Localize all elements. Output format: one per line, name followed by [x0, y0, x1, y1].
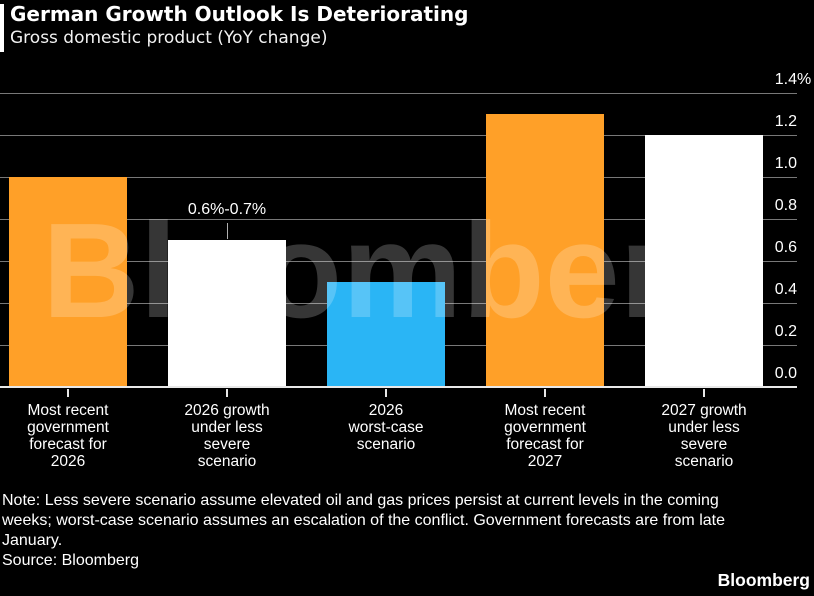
x-category-label-line: under less: [668, 419, 740, 436]
bar-3: [327, 282, 445, 387]
note-line: January.: [2, 532, 63, 549]
x-category-label-line: scenario: [674, 453, 734, 470]
xtick: [385, 389, 387, 397]
bloomberg-logo: Bloomberg: [717, 570, 810, 590]
x-category-label: Most recent government forecast for 2026: [27, 402, 109, 470]
x-axis-line: [0, 386, 797, 388]
chart-note: Note: Less severe scenario assume elevat…: [2, 491, 725, 551]
bar-value-annotation: 0.6%-0.7%: [184, 201, 270, 219]
x-category-label-line: Most recent: [27, 402, 109, 419]
x-category-label: 2026 growth under less severe scenario: [184, 402, 269, 470]
chart-title: German Growth Outlook Is Deteriorating: [10, 2, 469, 26]
ytick-label: 0.2: [774, 323, 797, 340]
bar-1: [9, 177, 127, 387]
ytick-label: 1.0: [774, 155, 797, 172]
x-category-label-line: scenario: [356, 436, 416, 453]
x-category-label-line: 2027: [527, 453, 563, 470]
x-category-label-line: 2026: [368, 402, 404, 419]
ytick-number: 1.4: [774, 71, 797, 88]
x-category-label-line: 2027 growth: [661, 402, 747, 419]
x-category-label-line: severe: [680, 436, 728, 453]
ytick-label: 1.2: [774, 113, 797, 130]
note-line: weeks; worst-case scenario assumes an es…: [2, 512, 725, 529]
annotation-leader-line: [227, 223, 228, 239]
x-category-label-line: severe: [203, 436, 251, 453]
xtick: [67, 389, 69, 397]
gridline: [0, 219, 797, 220]
title-accent-bar: [0, 4, 4, 52]
xtick: [226, 389, 228, 397]
x-category-label: 2027 growth under less severe scenario: [661, 402, 746, 470]
xtick: [544, 389, 546, 397]
x-category-label-line: worst-case: [348, 419, 424, 436]
x-category-label-line: forecast for: [506, 436, 584, 453]
ytick-label: 0.0: [774, 365, 797, 382]
gridline: [0, 93, 797, 94]
x-category-label-line: forecast for: [29, 436, 107, 453]
ytick-label: 0.8: [774, 197, 797, 214]
x-category-label-line: government: [504, 419, 586, 436]
x-category-label-line: government: [27, 419, 109, 436]
bar-2: [168, 240, 286, 387]
chart-subtitle: Gross domestic product (YoY change): [10, 28, 328, 48]
ytick-label: 0.4: [774, 281, 797, 298]
ytick-label: 0.6: [774, 239, 797, 256]
ytick-label: 1.4%: [747, 71, 811, 88]
x-category-label-line: Most recent: [504, 402, 586, 419]
bar-4: [486, 114, 604, 387]
x-category-label: 2026 worst-case scenario: [349, 402, 424, 453]
x-category-label: Most recent government forecast for 2027: [504, 402, 586, 470]
gridline: [0, 135, 797, 136]
xtick: [703, 389, 705, 397]
source-label: Source: Bloomberg: [2, 552, 139, 569]
x-category-label-line: scenario: [197, 453, 257, 470]
gridline: [0, 177, 797, 178]
gridline: [0, 261, 797, 262]
x-category-label-line: 2026: [50, 453, 86, 470]
x-category-label-line: 2026 growth: [184, 402, 270, 419]
bar-5: [645, 135, 763, 387]
ytick-percent-sign: %: [797, 71, 812, 88]
x-category-label-line: under less: [191, 419, 263, 436]
note-line: Note: Less severe scenario assume elevat…: [2, 492, 719, 509]
